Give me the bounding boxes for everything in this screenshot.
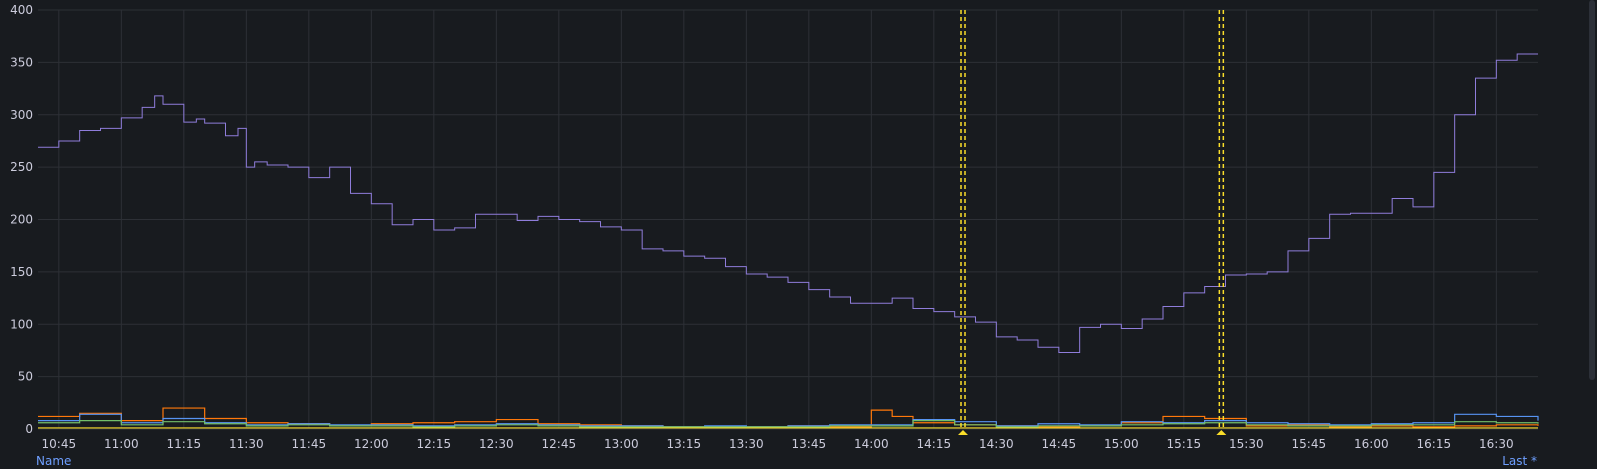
x-tick-label: 13:30 [729, 437, 764, 451]
x-tick-label: 12:45 [542, 437, 577, 451]
y-tick-label: 0 [25, 422, 33, 436]
x-tick-label: 15:45 [1292, 437, 1327, 451]
x-tick-label: 13:00 [604, 437, 639, 451]
x-tick-label: 11:00 [104, 437, 139, 451]
y-tick-label: 300 [10, 108, 33, 122]
x-tick-label: 12:00 [354, 437, 389, 451]
y-tick-label: 350 [10, 55, 33, 69]
y-tick-label: 250 [10, 160, 33, 174]
annotation-marker [1216, 430, 1227, 435]
x-tick-label: 12:30 [479, 437, 514, 451]
x-tick-label: 13:45 [792, 437, 827, 451]
x-tick-label: 15:15 [1167, 437, 1202, 451]
legend-name-header: Name [36, 454, 71, 468]
y-tick-label: 200 [10, 213, 33, 227]
x-tick-label: 10:45 [42, 437, 77, 451]
annotation-marker [958, 430, 968, 435]
legend-last-header: Last * [1502, 454, 1537, 468]
x-tick-label: 14:15 [917, 437, 952, 451]
x-tick-label: 16:00 [1354, 437, 1389, 451]
x-tick-label: 14:45 [1042, 437, 1077, 451]
x-tick-label: 11:15 [167, 437, 202, 451]
x-tick-label: 13:15 [667, 437, 702, 451]
x-tick-label: 15:30 [1229, 437, 1264, 451]
y-tick-label: 400 [10, 3, 33, 17]
x-tick-label: 14:30 [979, 437, 1014, 451]
x-tick-label: 16:30 [1479, 437, 1514, 451]
series-line-4 [38, 420, 1539, 428]
series-line-1 [38, 53, 1538, 354]
legend-scrollbar[interactable] [1589, 0, 1595, 380]
x-tick-label: 12:15 [417, 437, 452, 451]
x-tick-label: 14:00 [854, 437, 889, 451]
y-tick-label: 100 [10, 317, 33, 331]
x-tick-label: 11:30 [229, 437, 264, 451]
y-tick-label: 150 [10, 265, 33, 279]
y-tick-label: 50 [18, 370, 33, 384]
x-tick-label: 15:00 [1104, 437, 1139, 451]
x-tick-label: 16:15 [1417, 437, 1452, 451]
x-tick-label: 11:45 [292, 437, 327, 451]
